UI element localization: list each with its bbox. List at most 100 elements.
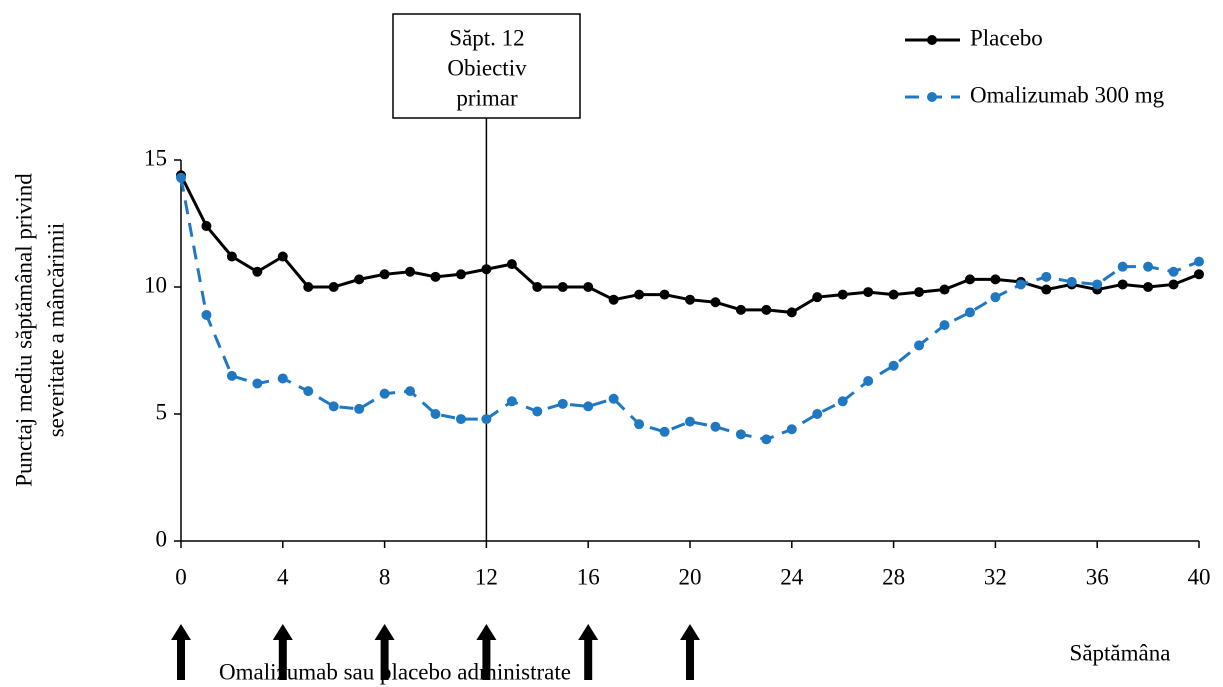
data-point — [964, 274, 975, 285]
data-point — [1066, 276, 1077, 287]
dose-arrow — [374, 624, 395, 680]
data-point — [1092, 279, 1103, 290]
data-point — [812, 409, 823, 419]
data-point — [939, 284, 950, 295]
data-point — [557, 398, 568, 409]
data-point — [634, 419, 645, 430]
data-point — [277, 373, 288, 384]
data-point — [354, 403, 365, 414]
data-point — [303, 282, 314, 292]
legend-label: Omalizumab 300 mg — [970, 82, 1165, 107]
data-point — [659, 289, 670, 300]
data-point — [583, 401, 594, 412]
data-point — [176, 172, 186, 183]
data-point — [608, 294, 619, 305]
data-point — [914, 340, 925, 351]
data-point — [786, 424, 797, 435]
data-point — [532, 406, 543, 417]
data-point — [405, 266, 416, 277]
data-point — [659, 426, 670, 437]
data-point — [1041, 271, 1052, 282]
data-point — [1041, 284, 1052, 295]
annotation-text: Săpt. 12 — [449, 25, 524, 50]
data-point — [354, 274, 365, 285]
dose-arrow — [680, 624, 700, 680]
x-axis-label: Săptămâna — [1070, 640, 1171, 665]
data-point — [812, 292, 823, 303]
x-tick-label: 0 — [175, 564, 187, 589]
data-point — [583, 282, 594, 292]
data-point — [405, 386, 416, 397]
data-point — [990, 274, 1001, 285]
data-point — [634, 289, 645, 300]
x-tick-label: 16 — [577, 564, 600, 589]
x-tick-label: 8 — [379, 564, 391, 589]
data-point — [888, 289, 899, 300]
data-point — [710, 297, 721, 308]
dose-arrow — [476, 624, 497, 680]
data-point — [379, 269, 390, 280]
y-tick-label: 10 — [144, 272, 167, 297]
data-point — [685, 294, 695, 305]
dose-caption: Omalizumab sau placebo administrate — [219, 659, 571, 684]
dose-arrow — [272, 624, 293, 680]
y-tick-label: 5 — [156, 399, 168, 424]
data-point — [455, 414, 466, 425]
data-point — [252, 266, 263, 277]
legend-marker — [927, 92, 937, 102]
data-point — [888, 360, 899, 371]
data-point — [685, 416, 695, 427]
data-point — [201, 221, 212, 232]
y-tick-label: 15 — [144, 145, 167, 170]
data-point — [1015, 279, 1026, 290]
data-point — [430, 271, 441, 282]
data-point — [761, 304, 772, 315]
x-tick-label: 24 — [780, 564, 804, 589]
data-point — [1117, 261, 1128, 272]
data-point — [786, 307, 797, 318]
x-tick-label: 40 — [1188, 564, 1211, 589]
data-point — [481, 414, 492, 425]
x-tick-label: 4 — [277, 564, 289, 589]
data-point — [303, 386, 314, 397]
y-axis-label: Punctaj mediu săptămânal privind — [11, 173, 36, 487]
data-point — [226, 370, 237, 381]
data-point — [328, 401, 339, 412]
data-point — [863, 375, 874, 386]
annotation-text: primar — [456, 85, 518, 110]
y-tick-label: 0 — [156, 526, 168, 551]
data-point — [252, 378, 263, 389]
series-line — [179, 177, 1200, 441]
data-point — [1143, 282, 1154, 292]
data-point — [226, 251, 237, 262]
data-point — [1168, 266, 1179, 277]
data-point — [990, 292, 1001, 303]
data-point — [735, 429, 746, 440]
data-point — [1117, 279, 1128, 290]
data-point — [1168, 279, 1179, 290]
legend-marker — [927, 35, 937, 45]
data-point — [863, 287, 874, 298]
data-point — [761, 434, 772, 445]
data-point — [506, 259, 517, 270]
data-point — [1194, 256, 1204, 267]
annotation-box — [392, 13, 581, 119]
x-tick-label: 32 — [984, 564, 1007, 589]
data-point — [1194, 269, 1204, 280]
data-point — [532, 282, 543, 292]
data-point — [1143, 261, 1154, 272]
x-tick-label: 28 — [882, 564, 905, 589]
legend-label: Placebo — [970, 25, 1043, 50]
data-point — [964, 307, 975, 318]
data-point — [430, 409, 441, 419]
data-point — [201, 309, 212, 320]
data-point — [506, 396, 517, 407]
annotation-text: Obiectiv — [447, 55, 527, 80]
data-point — [837, 396, 848, 407]
data-point — [328, 282, 339, 292]
data-point — [608, 393, 619, 404]
data-point — [710, 421, 721, 432]
data-point — [914, 287, 925, 298]
dose-arrow — [171, 624, 191, 680]
